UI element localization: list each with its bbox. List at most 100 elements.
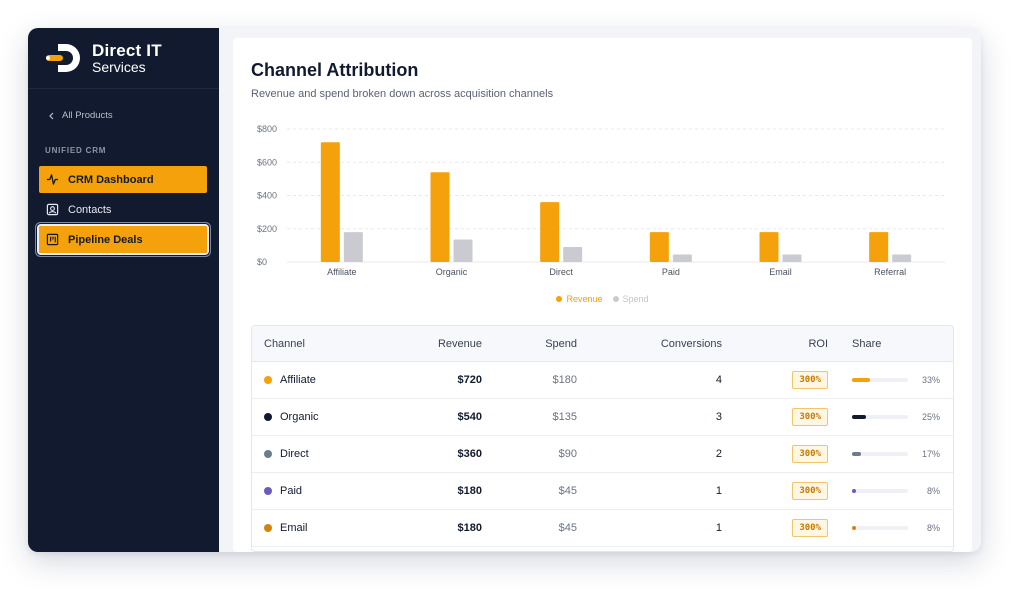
conversions-cell: 2 xyxy=(715,448,722,460)
chart-legend: Revenue Spend xyxy=(233,294,972,304)
legend-item-spend[interactable]: Spend xyxy=(612,294,649,304)
share-bar-fill xyxy=(852,415,866,419)
y-tick-label: $200 xyxy=(257,224,277,234)
share-cell: 8% xyxy=(852,473,942,509)
y-tick-label: $400 xyxy=(257,191,277,201)
legend-item-revenue[interactable]: Revenue xyxy=(556,294,603,304)
channel-name: Email xyxy=(280,522,308,534)
roi-badge: 300% xyxy=(792,371,828,389)
column-header-revenue[interactable]: Revenue xyxy=(437,337,482,350)
channel-cell: Direct xyxy=(264,436,404,472)
bar-revenue-affiliate xyxy=(320,142,340,262)
brand-logo-icon xyxy=(44,42,84,74)
legend-label: Revenue xyxy=(566,294,603,304)
brand-name: Direct IT xyxy=(92,41,162,60)
table-row[interactable]: Email $180 $45 1 300% 8% xyxy=(252,510,953,547)
x-tick-label: Paid xyxy=(662,267,680,277)
sidebar-item-crm-dashboard[interactable]: CRM Dashboard xyxy=(39,166,207,193)
column-header-spend[interactable]: Spend xyxy=(545,337,577,350)
share-bar-fill xyxy=(852,526,856,530)
x-tick-label: Email xyxy=(769,267,792,277)
bar-spend-affiliate xyxy=(343,232,363,262)
bar-spend-organic xyxy=(453,239,473,262)
x-tick-label: Affiliate xyxy=(327,267,356,277)
share-percent: 8% xyxy=(926,523,940,533)
revenue-cell: $180 xyxy=(457,522,482,534)
spend-cell: $180 xyxy=(552,374,577,386)
share-cell: 33% xyxy=(852,362,942,398)
revenue-cell: $180 xyxy=(457,485,482,497)
sidebar-item-pipeline-deals[interactable]: Pipeline Deals xyxy=(37,224,209,255)
page-title: Channel Attribution xyxy=(251,60,419,80)
table-header: Channel Revenue Spend Conversions ROI Sh… xyxy=(252,326,953,362)
bar-spend-direct xyxy=(563,247,583,262)
channel-cell: Email xyxy=(264,510,404,546)
roi-badge: 300% xyxy=(792,408,828,426)
x-tick-label: Organic xyxy=(436,267,468,277)
roi-cell: 300% xyxy=(762,399,828,435)
column-header-roi[interactable]: ROI xyxy=(808,337,828,350)
column-header-channel[interactable]: Channel xyxy=(264,337,305,350)
table-row[interactable]: Organic $540 $135 3 300% 25% xyxy=(252,399,953,436)
legend-label: Spend xyxy=(622,294,649,304)
roi-cell: 300% xyxy=(762,473,828,509)
sidebar-item-contacts[interactable]: Contacts xyxy=(39,196,207,223)
share-bar xyxy=(852,415,908,419)
legend-dot xyxy=(612,296,619,302)
table-row[interactable]: Paid $180 $45 1 300% 8% xyxy=(252,473,953,510)
column-header-conversions[interactable]: Conversions xyxy=(660,337,722,350)
bar-spend-email xyxy=(782,254,802,262)
table-row[interactable]: Affiliate $720 $180 4 300% 33% xyxy=(252,362,953,399)
channel-dot xyxy=(264,450,272,458)
bar-spend-paid xyxy=(672,254,692,262)
channel-dot xyxy=(264,413,272,421)
revenue-cell: $720 xyxy=(457,374,482,386)
conversions-cell: 4 xyxy=(715,374,722,386)
roi-cell: 300% xyxy=(762,362,828,398)
channel-name: Organic xyxy=(280,411,319,423)
channel-cell: Organic xyxy=(264,399,404,435)
share-bar-fill xyxy=(852,489,856,493)
page-subtitle: Revenue and spend broken down across acq… xyxy=(251,88,554,100)
share-percent: 8% xyxy=(926,486,940,496)
y-tick-label: $600 xyxy=(257,157,277,167)
legend-dot xyxy=(556,296,563,302)
channel-table: Channel Revenue Spend Conversions ROI Sh… xyxy=(251,325,954,552)
bar-revenue-email xyxy=(759,232,779,262)
channel-dot xyxy=(264,524,272,532)
share-percent: 17% xyxy=(921,449,940,459)
share-percent: 25% xyxy=(921,412,940,422)
sidebar-item-label: Pipeline Deals xyxy=(68,233,143,246)
activity-icon xyxy=(46,174,59,185)
sidebar: Direct IT Services All Products UNIFIED … xyxy=(28,28,219,552)
main-panel: Channel Attribution Revenue and spend br… xyxy=(233,38,972,552)
all-products-link[interactable]: All Products xyxy=(48,110,113,121)
x-tick-label: Direct xyxy=(549,267,573,277)
app-window: Direct IT Services All Products UNIFIED … xyxy=(28,28,981,552)
column-header-share[interactable]: Share xyxy=(852,337,882,350)
spend-cell: $45 xyxy=(558,522,577,534)
conversions-cell: 1 xyxy=(715,522,722,534)
y-tick-label: $800 xyxy=(257,124,277,134)
table-row[interactable]: Direct $360 $90 2 300% 17% xyxy=(252,436,953,473)
roi-cell: 300% xyxy=(762,510,828,546)
contact-card-icon xyxy=(46,203,59,216)
revenue-cell: $540 xyxy=(457,411,482,423)
bar-spend-referral xyxy=(892,254,912,262)
spend-cell: $90 xyxy=(558,448,577,460)
channel-name: Paid xyxy=(280,485,303,497)
share-percent: 33% xyxy=(921,375,940,385)
channel-dot xyxy=(264,487,272,495)
all-products-label: All Products xyxy=(62,110,113,121)
roi-badge: 300% xyxy=(792,519,828,537)
brand-logo[interactable]: Direct IT Services xyxy=(44,42,162,74)
y-tick-label: $0 xyxy=(257,257,267,267)
channel-cell: Affiliate xyxy=(264,362,404,398)
spend-cell: $45 xyxy=(558,485,577,497)
channel-cell: Paid xyxy=(264,473,404,509)
x-tick-label: Referral xyxy=(874,267,906,277)
roi-cell: 300% xyxy=(762,436,828,472)
channel-name: Direct xyxy=(280,448,309,460)
divider xyxy=(28,88,219,89)
share-bar xyxy=(852,489,908,493)
